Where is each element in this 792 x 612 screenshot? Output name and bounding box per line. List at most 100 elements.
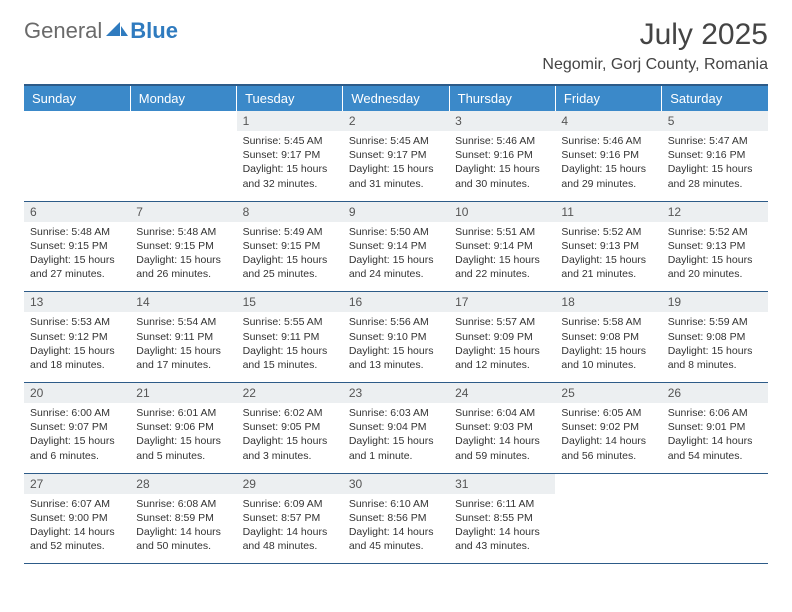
day-content: Sunrise: 6:03 AMSunset: 9:04 PMDaylight:… — [343, 403, 449, 473]
day-content: Sunrise: 6:06 AMSunset: 9:01 PMDaylight:… — [662, 403, 768, 473]
weekday-header: Monday — [130, 85, 236, 111]
sunset-text: Sunset: 9:14 PM — [455, 239, 549, 253]
day-cell: 15Sunrise: 5:55 AMSunset: 9:11 PMDayligh… — [237, 292, 343, 383]
sunrise-text: Sunrise: 6:06 AM — [668, 406, 762, 420]
day-number: 26 — [662, 383, 768, 403]
brand-text-blue: Blue — [130, 18, 178, 44]
day-number: 6 — [24, 202, 130, 222]
day-content: Sunrise: 6:10 AMSunset: 8:56 PMDaylight:… — [343, 494, 449, 564]
sunrise-text: Sunrise: 5:47 AM — [668, 134, 762, 148]
day-number: 29 — [237, 474, 343, 494]
day-content: Sunrise: 5:50 AMSunset: 9:14 PMDaylight:… — [343, 222, 449, 292]
day-number: 18 — [555, 292, 661, 312]
day-cell: 31Sunrise: 6:11 AMSunset: 8:55 PMDayligh… — [449, 473, 555, 564]
daylight-text: Daylight: 14 hours and 54 minutes. — [668, 434, 762, 462]
weekday-header: Thursday — [449, 85, 555, 111]
day-cell: 18Sunrise: 5:58 AMSunset: 9:08 PMDayligh… — [555, 292, 661, 383]
day-number: 17 — [449, 292, 555, 312]
day-cell — [555, 473, 661, 564]
sunset-text: Sunset: 9:11 PM — [243, 330, 337, 344]
day-number: 5 — [662, 111, 768, 131]
day-cell: 22Sunrise: 6:02 AMSunset: 9:05 PMDayligh… — [237, 383, 343, 474]
day-cell: 17Sunrise: 5:57 AMSunset: 9:09 PMDayligh… — [449, 292, 555, 383]
sunrise-text: Sunrise: 6:05 AM — [561, 406, 655, 420]
day-content: Sunrise: 5:52 AMSunset: 9:13 PMDaylight:… — [662, 222, 768, 292]
daylight-text: Daylight: 15 hours and 32 minutes. — [243, 162, 337, 190]
sunset-text: Sunset: 9:16 PM — [561, 148, 655, 162]
day-content: Sunrise: 5:45 AMSunset: 9:17 PMDaylight:… — [343, 131, 449, 201]
sunset-text: Sunset: 9:13 PM — [668, 239, 762, 253]
day-content: Sunrise: 5:51 AMSunset: 9:14 PMDaylight:… — [449, 222, 555, 292]
sunset-text: Sunset: 9:10 PM — [349, 330, 443, 344]
day-cell: 5Sunrise: 5:47 AMSunset: 9:16 PMDaylight… — [662, 111, 768, 201]
day-content: Sunrise: 6:02 AMSunset: 9:05 PMDaylight:… — [237, 403, 343, 473]
weekday-header: Friday — [555, 85, 661, 111]
day-content: Sunrise: 5:59 AMSunset: 9:08 PMDaylight:… — [662, 312, 768, 382]
sunset-text: Sunset: 9:00 PM — [30, 511, 124, 525]
sunrise-text: Sunrise: 6:09 AM — [243, 497, 337, 511]
day-cell: 6Sunrise: 5:48 AMSunset: 9:15 PMDaylight… — [24, 201, 130, 292]
day-number: 28 — [130, 474, 236, 494]
sunrise-text: Sunrise: 6:10 AM — [349, 497, 443, 511]
day-number: 24 — [449, 383, 555, 403]
daylight-text: Daylight: 15 hours and 29 minutes. — [561, 162, 655, 190]
day-cell: 7Sunrise: 5:48 AMSunset: 9:15 PMDaylight… — [130, 201, 236, 292]
day-cell: 29Sunrise: 6:09 AMSunset: 8:57 PMDayligh… — [237, 473, 343, 564]
sunrise-text: Sunrise: 5:45 AM — [243, 134, 337, 148]
day-number: 20 — [24, 383, 130, 403]
sunrise-text: Sunrise: 5:57 AM — [455, 315, 549, 329]
daylight-text: Daylight: 15 hours and 5 minutes. — [136, 434, 230, 462]
title-block: July 2025 Negomir, Gorj County, Romania — [542, 18, 768, 74]
sunrise-text: Sunrise: 5:51 AM — [455, 225, 549, 239]
sunset-text: Sunset: 9:15 PM — [136, 239, 230, 253]
weekday-header: Tuesday — [237, 85, 343, 111]
daylight-text: Daylight: 15 hours and 24 minutes. — [349, 253, 443, 281]
day-cell: 11Sunrise: 5:52 AMSunset: 9:13 PMDayligh… — [555, 201, 661, 292]
sunrise-text: Sunrise: 5:49 AM — [243, 225, 337, 239]
day-content: Sunrise: 5:47 AMSunset: 9:16 PMDaylight:… — [662, 131, 768, 201]
sunrise-text: Sunrise: 5:50 AM — [349, 225, 443, 239]
sunset-text: Sunset: 9:09 PM — [455, 330, 549, 344]
daylight-text: Daylight: 14 hours and 45 minutes. — [349, 525, 443, 553]
sunset-text: Sunset: 9:14 PM — [349, 239, 443, 253]
weekday-header-row: Sunday Monday Tuesday Wednesday Thursday… — [24, 85, 768, 111]
day-content: Sunrise: 6:05 AMSunset: 9:02 PMDaylight:… — [555, 403, 661, 473]
sunrise-text: Sunrise: 6:07 AM — [30, 497, 124, 511]
day-cell: 30Sunrise: 6:10 AMSunset: 8:56 PMDayligh… — [343, 473, 449, 564]
day-cell: 26Sunrise: 6:06 AMSunset: 9:01 PMDayligh… — [662, 383, 768, 474]
day-number: 7 — [130, 202, 236, 222]
sunset-text: Sunset: 9:17 PM — [349, 148, 443, 162]
day-cell: 4Sunrise: 5:46 AMSunset: 9:16 PMDaylight… — [555, 111, 661, 201]
daylight-text: Daylight: 15 hours and 28 minutes. — [668, 162, 762, 190]
sunrise-text: Sunrise: 6:01 AM — [136, 406, 230, 420]
day-number: 13 — [24, 292, 130, 312]
day-number: 21 — [130, 383, 236, 403]
sunset-text: Sunset: 9:15 PM — [243, 239, 337, 253]
sunrise-text: Sunrise: 6:00 AM — [30, 406, 124, 420]
day-cell: 28Sunrise: 6:08 AMSunset: 8:59 PMDayligh… — [130, 473, 236, 564]
day-cell — [662, 473, 768, 564]
day-cell: 14Sunrise: 5:54 AMSunset: 9:11 PMDayligh… — [130, 292, 236, 383]
day-number: 27 — [24, 474, 130, 494]
sunset-text: Sunset: 9:15 PM — [30, 239, 124, 253]
day-cell — [130, 111, 236, 201]
daylight-text: Daylight: 14 hours and 56 minutes. — [561, 434, 655, 462]
day-number: 9 — [343, 202, 449, 222]
week-row: 1Sunrise: 5:45 AMSunset: 9:17 PMDaylight… — [24, 111, 768, 201]
daylight-text: Daylight: 15 hours and 27 minutes. — [30, 253, 124, 281]
sunrise-text: Sunrise: 5:52 AM — [561, 225, 655, 239]
daylight-text: Daylight: 15 hours and 25 minutes. — [243, 253, 337, 281]
sunset-text: Sunset: 8:55 PM — [455, 511, 549, 525]
day-content: Sunrise: 5:45 AMSunset: 9:17 PMDaylight:… — [237, 131, 343, 201]
daylight-text: Daylight: 14 hours and 43 minutes. — [455, 525, 549, 553]
day-cell: 20Sunrise: 6:00 AMSunset: 9:07 PMDayligh… — [24, 383, 130, 474]
sunset-text: Sunset: 9:12 PM — [30, 330, 124, 344]
daylight-text: Daylight: 15 hours and 10 minutes. — [561, 344, 655, 372]
day-content: Sunrise: 6:07 AMSunset: 9:00 PMDaylight:… — [24, 494, 130, 564]
daylight-text: Daylight: 15 hours and 8 minutes. — [668, 344, 762, 372]
day-content: Sunrise: 5:53 AMSunset: 9:12 PMDaylight:… — [24, 312, 130, 382]
week-row: 20Sunrise: 6:00 AMSunset: 9:07 PMDayligh… — [24, 383, 768, 474]
calendar-table: Sunday Monday Tuesday Wednesday Thursday… — [24, 84, 768, 564]
sunset-text: Sunset: 9:08 PM — [668, 330, 762, 344]
daylight-text: Daylight: 14 hours and 48 minutes. — [243, 525, 337, 553]
